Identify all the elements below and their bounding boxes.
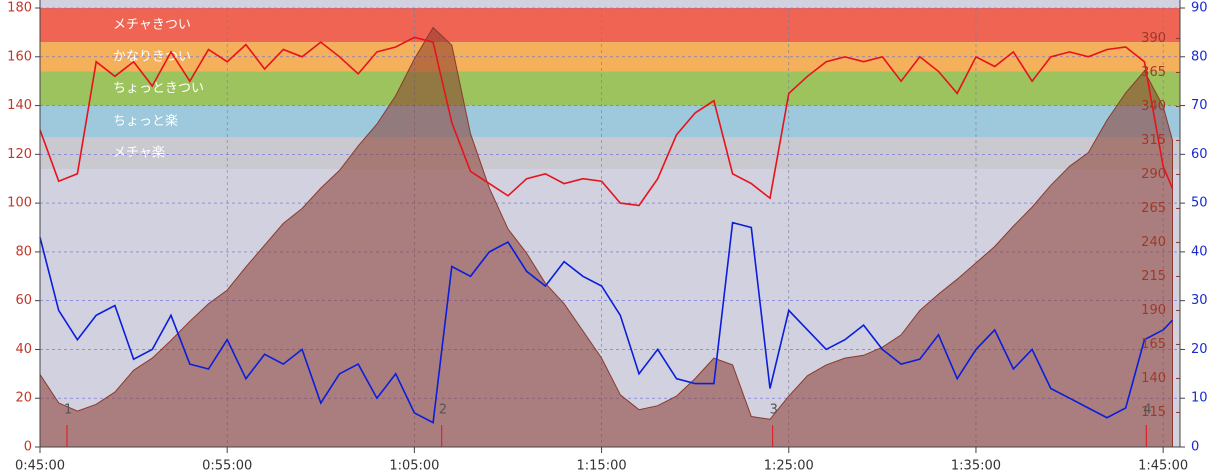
zone-label: メチャ楽 bbox=[113, 145, 165, 161]
lap-label: 4 bbox=[1143, 403, 1151, 418]
y-tick-label: 160 bbox=[7, 49, 32, 64]
line bbox=[39, 36, 1174, 207]
y-tick-label: 80 bbox=[15, 244, 32, 259]
y3-tick-label: 140 bbox=[1141, 371, 1166, 386]
y-tick-label: 140 bbox=[7, 98, 32, 113]
zone-band bbox=[40, 8, 1180, 43]
y2-tick-label: 50 bbox=[1191, 196, 1208, 211]
zone-band bbox=[40, 137, 1180, 169]
line bbox=[39, 221, 1174, 424]
y-tick-label: 180 bbox=[7, 1, 32, 16]
y2-tick-label: 30 bbox=[1191, 293, 1208, 308]
zone-label: ちょっときつい bbox=[113, 81, 204, 96]
y2-tick-label: 60 bbox=[1191, 147, 1208, 162]
x-tick-label: 1:05:00 bbox=[389, 459, 439, 474]
x-tick-label: 1:25:00 bbox=[764, 459, 814, 474]
y3-tick-label: 315 bbox=[1141, 133, 1166, 148]
y3-tick-label: 215 bbox=[1141, 269, 1166, 284]
y2-tick-label: 90 bbox=[1191, 1, 1208, 16]
y-tick-label: 60 bbox=[15, 293, 32, 308]
x-tick-label: 1:15:00 bbox=[577, 459, 627, 474]
zone-band bbox=[40, 71, 1180, 106]
y-tick-label: 0 bbox=[24, 440, 32, 455]
y3-tick-label: 115 bbox=[1141, 405, 1166, 420]
y3-tick-label: 240 bbox=[1141, 235, 1166, 250]
y3-tick-label: 265 bbox=[1141, 201, 1166, 216]
y2-tick-label: 0 bbox=[1191, 440, 1199, 455]
lap-label: 1 bbox=[64, 403, 72, 418]
zone-band bbox=[40, 105, 1180, 138]
y-tick-label: 20 bbox=[15, 391, 32, 406]
y3-tick-label: 340 bbox=[1141, 99, 1166, 114]
zone-label: ちょっと楽 bbox=[113, 113, 178, 129]
y3-tick-label: 165 bbox=[1141, 337, 1166, 352]
y3-tick-label: 290 bbox=[1141, 167, 1166, 182]
x-tick-label: 1:35:00 bbox=[951, 459, 1001, 474]
y-tick-label: 120 bbox=[7, 147, 32, 162]
x-tick-label: 0:55:00 bbox=[202, 459, 252, 474]
y2-tick-label: 40 bbox=[1191, 244, 1208, 259]
y2-tick-label: 80 bbox=[1191, 49, 1208, 64]
y2-tick-label: 10 bbox=[1191, 391, 1208, 406]
y-tick-label: 100 bbox=[7, 196, 32, 211]
area bbox=[39, 26, 1173, 448]
lap-label: 2 bbox=[439, 403, 447, 418]
y2-tick-label: 20 bbox=[1191, 342, 1208, 357]
y2-tick-label: 70 bbox=[1191, 98, 1208, 113]
y3-tick-label: 190 bbox=[1141, 303, 1166, 318]
x-tick-label: 1:45:00 bbox=[1138, 459, 1188, 474]
y-tick-label: 40 bbox=[15, 342, 32, 357]
y3-tick-label: 365 bbox=[1141, 65, 1166, 80]
zone-label: メチャきつい bbox=[113, 18, 191, 33]
lap-label: 3 bbox=[770, 403, 778, 418]
x-tick-label: 0:45:00 bbox=[15, 459, 65, 474]
y3-tick-label: 390 bbox=[1141, 31, 1166, 46]
